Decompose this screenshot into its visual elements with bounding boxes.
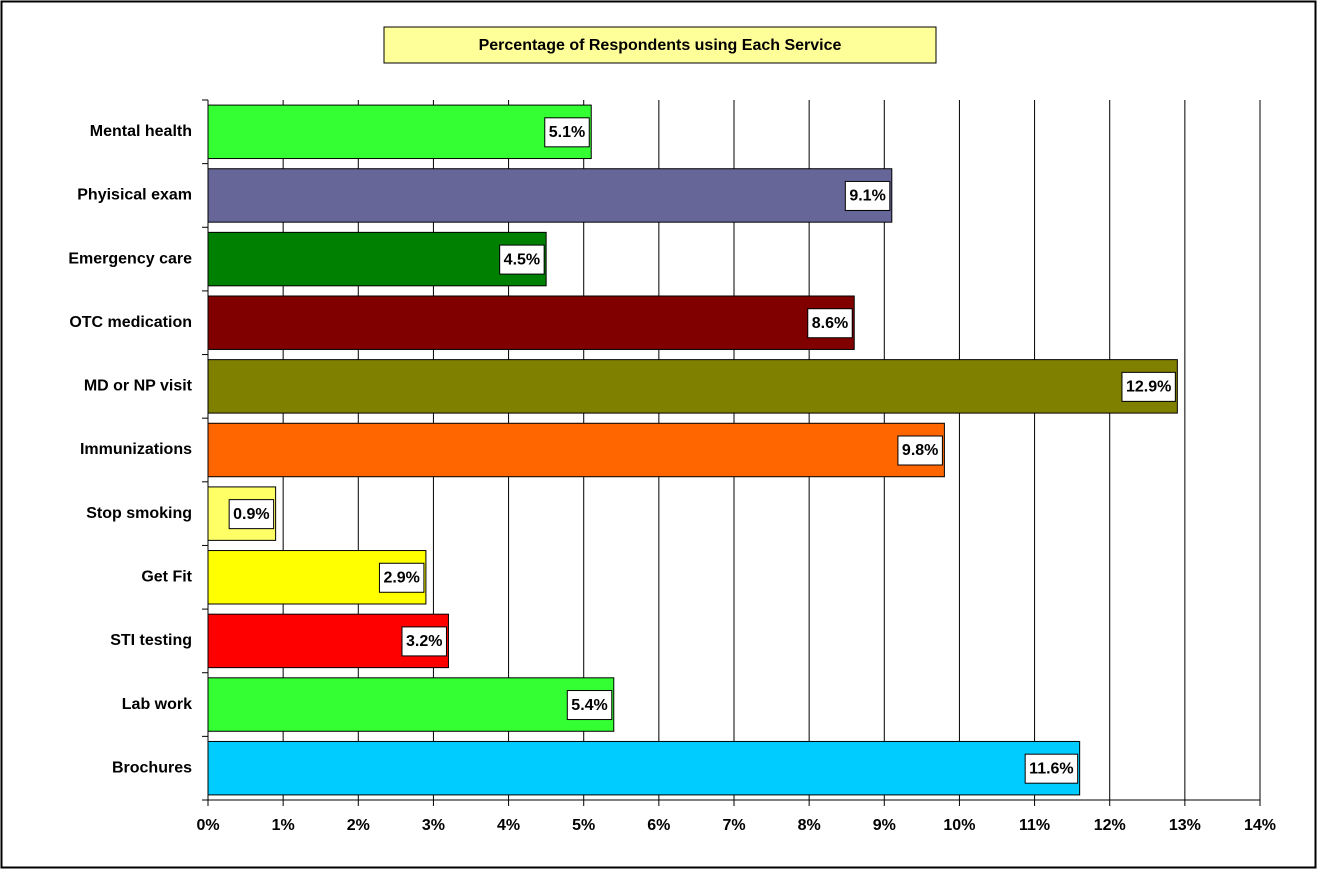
x-tick-label: 4%	[497, 817, 520, 834]
chart-title: Percentage of Respondents using Each Ser…	[479, 37, 842, 54]
title-box	[383, 26, 937, 64]
data-label-box	[1024, 753, 1079, 784]
y-tick-label: Immunizations	[80, 441, 192, 458]
bar	[207, 677, 615, 732]
bar	[207, 422, 945, 478]
x-tick-label: 0%	[196, 817, 219, 834]
data-label: 12.9%	[1126, 379, 1171, 396]
y-tick-label: Lab work	[122, 696, 192, 713]
bar	[207, 295, 855, 350]
data-label: 9.1%	[849, 188, 885, 205]
bar	[207, 740, 1081, 796]
data-label-box	[378, 562, 425, 593]
bar	[207, 231, 547, 287]
data-label: 5.4%	[571, 697, 607, 714]
x-tick-label: 6%	[647, 817, 670, 834]
data-label-box	[844, 180, 891, 211]
data-label: 5.1%	[549, 124, 585, 141]
bar	[207, 168, 893, 223]
y-tick-label: Mental health	[90, 123, 192, 140]
x-tick-label: 9%	[873, 817, 896, 834]
x-tick-label: 13%	[1169, 817, 1201, 834]
data-label-box	[401, 626, 447, 657]
data-label-box	[897, 435, 943, 466]
data-label: 2.9%	[383, 569, 419, 586]
y-tick-label: OTC medication	[69, 314, 192, 331]
x-tick-label: 1%	[272, 817, 295, 834]
bar	[207, 359, 1178, 414]
x-tick-label: 11%	[1019, 817, 1050, 834]
x-tick-label: 8%	[798, 817, 821, 834]
data-label-box	[499, 244, 545, 275]
data-label: 0.9%	[233, 506, 269, 523]
data-label-box	[228, 499, 275, 530]
data-label: 3.2%	[406, 633, 442, 650]
data-label: 4.5%	[504, 251, 540, 268]
x-tick-label: 10%	[943, 817, 975, 834]
data-label: 9.8%	[902, 442, 938, 459]
data-label: 8.6%	[812, 315, 848, 332]
x-tick-label: 2%	[347, 817, 370, 834]
bar	[207, 104, 592, 160]
data-label-box	[807, 308, 853, 339]
x-tick-label: 12%	[1094, 817, 1126, 834]
x-tick-label: 3%	[422, 817, 445, 834]
y-tick-label: Brochures	[112, 759, 192, 776]
y-tick-label: Emergency care	[68, 250, 192, 267]
x-tick-label: 14%	[1244, 817, 1276, 834]
data-label-box	[1121, 371, 1176, 402]
y-tick-label: MD or NP visit	[84, 378, 193, 395]
x-tick-label: 7%	[722, 817, 745, 834]
y-tick-label: STI testing	[110, 632, 192, 649]
data-label-box	[544, 117, 590, 148]
data-label-box	[566, 690, 613, 721]
y-tick-label: Get Fit	[141, 568, 192, 585]
x-tick-label: 5%	[572, 817, 595, 834]
y-tick-label: Phyisical exam	[77, 187, 192, 204]
data-label: 11.6%	[1029, 760, 1073, 777]
y-tick-label: Stop smoking	[86, 505, 192, 522]
